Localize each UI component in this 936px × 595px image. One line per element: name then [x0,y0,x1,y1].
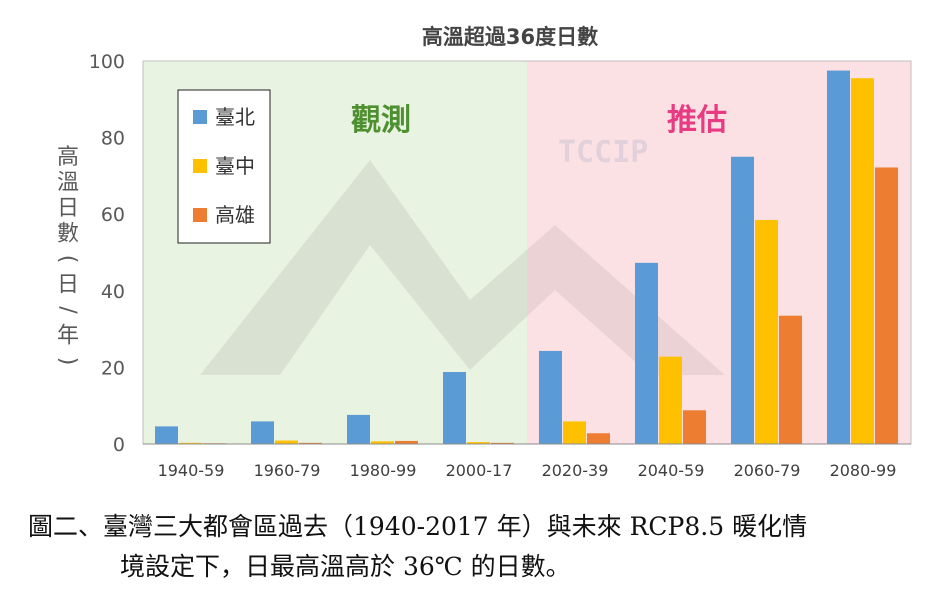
bar-chart: 觀測 推估 TCCIP 0 20 40 60 80 100 1940-59 1960-79 198… [55,25,912,480]
figure-caption-line-1: 圖二、臺灣三大都會區過去（1940-2017 年）與未來 RCP8.5 暖化情 [28,512,808,541]
bar-1980-99-高雄 [395,440,418,444]
y-tick-label-40: 40 [101,281,125,303]
bar-1960-79-高雄 [299,442,322,444]
watermark-logo-shape [200,160,725,375]
x-tick-label-1980-99: 1980-99 [350,461,417,480]
bar-1980-99-臺中 [371,441,394,444]
x-tick-label-2020-39: 2020-39 [542,461,609,480]
y-axis-label-char-4: 數 [57,222,79,247]
x-tick-label-2080-99: 2080-99 [830,461,897,480]
region-label-1: 觀測 [351,103,411,138]
y-tick-label-20: 20 [101,357,125,379]
x-tick-label-2060-79: 2060-79 [734,461,801,480]
legend-swatch-臺中 [193,159,207,173]
bar-2020-39-臺中 [563,421,586,444]
bar-1940-59-臺中 [179,442,202,444]
bar-2000-17-高雄 [491,442,514,444]
y-axis-label-char-3: 日 [57,196,79,221]
legend-swatch-臺北 [193,110,207,124]
y-axis-label-char-5: ( [55,255,80,264]
y-axis-label-char-9: ) [55,357,80,366]
region-label-2: 推估 [667,103,727,138]
y-tick-label-0: 0 [113,434,125,456]
bar-2020-39-高雄 [587,433,610,444]
y-axis-label-char-1: 高 [57,145,79,170]
bar-2080-99-臺北 [827,70,850,444]
bar-2000-17-臺中 [467,442,490,444]
bar-2020-39-臺北 [539,350,562,444]
x-tick-label-2040-59: 2040-59 [638,461,705,480]
bar-1980-99-臺北 [347,414,370,444]
y-tick-label-60: 60 [101,204,125,226]
y-axis-label-char-6: 日 [57,273,79,298]
y-axis-label-char-7: / [55,306,80,314]
bar-1960-79-臺中 [275,440,298,444]
bar-2060-79-高雄 [779,315,802,444]
figure-caption-line-2: 境設定下，日最高溫高於 36℃ 的日數。 [120,552,571,581]
y-tick-label-80: 80 [101,128,125,150]
x-tick-label-1960-79: 1960-79 [254,461,321,480]
bar-1960-79-臺北 [251,421,274,444]
x-tick-label-1940-59: 1940-59 [158,461,225,480]
bar-1940-59-臺北 [155,426,178,444]
y-axis-label-char-2: 溫 [57,171,79,196]
bars-layer [155,70,898,445]
watermark-text: TCCIP [558,135,648,170]
bar-2080-99-臺中 [851,78,874,445]
bar-2040-59-高雄 [683,410,706,444]
legend-label-臺北: 臺北 [215,105,255,129]
x-tick-label-2000-17: 2000-17 [446,461,513,480]
bar-2040-59-臺北 [635,262,658,444]
legend-swatch-高雄 [193,208,207,222]
chart-title: 高溫超過36度日數 [422,25,598,49]
watermark-layer: TCCIP [200,135,725,375]
y-axis-label-char-8: 年 [57,324,79,349]
bar-2040-59-臺中 [659,356,682,444]
axis-layer: 0 20 40 60 80 100 1940-59 1960-79 1980-99 2000-17… [89,51,912,480]
y-tick-label-100: 100 [89,51,125,73]
bar-2060-79-臺中 [755,219,778,444]
bar-2000-17-臺北 [443,371,466,444]
legend-label-高雄: 高雄 [215,203,255,227]
bar-2080-99-高雄 [875,167,898,444]
legend-label-臺中: 臺中 [215,154,255,178]
bar-2060-79-臺北 [731,156,754,444]
